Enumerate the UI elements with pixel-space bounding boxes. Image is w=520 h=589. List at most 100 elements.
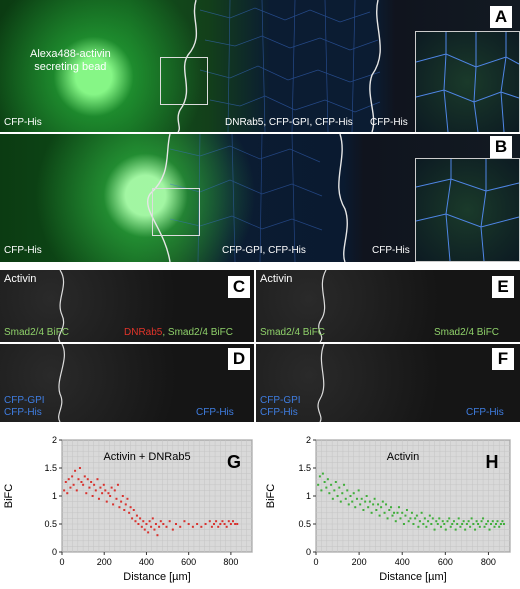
data-point <box>375 509 378 511</box>
data-point <box>427 520 430 523</box>
y-tick-label: 0 <box>52 547 57 557</box>
data-point <box>101 492 104 495</box>
data-point <box>236 523 239 525</box>
panel-f-left-label-2: CFP-His <box>260 407 298 418</box>
data-point <box>352 492 355 495</box>
data-point <box>410 511 413 514</box>
data-point <box>121 495 124 497</box>
data-point <box>394 520 397 523</box>
data-point <box>158 525 161 528</box>
panel-f-micrograph: CFP-GPI CFP-His CFP-His F <box>256 344 520 422</box>
data-point <box>461 523 464 525</box>
data-point <box>425 525 428 528</box>
panel-f-boundary <box>317 344 325 422</box>
data-point <box>129 506 132 509</box>
panel-e-letter: E <box>492 276 514 298</box>
chart-h-svg: 0 0.5 1 1.5 2 0 200 400 600 800 Activin H Distance [… <box>265 435 511 583</box>
data-point <box>328 492 331 495</box>
data-point <box>464 528 467 531</box>
data-point <box>367 506 370 509</box>
data-point <box>223 523 226 525</box>
data-point <box>80 481 83 483</box>
data-point <box>368 500 371 503</box>
data-point <box>405 509 408 511</box>
data-point <box>219 523 222 525</box>
y-axis-label: BiFC <box>3 484 15 509</box>
data-point <box>454 528 457 531</box>
data-point <box>436 523 439 525</box>
panel-b-inset-cells <box>415 159 520 262</box>
data-point <box>200 525 203 528</box>
data-point <box>229 523 232 525</box>
data-point <box>388 509 391 511</box>
panel-b-middle-label: CFP-GPI, CFP-His <box>222 245 306 256</box>
data-point <box>487 520 490 523</box>
data-point <box>428 514 431 517</box>
panel-d-letter: D <box>228 348 250 370</box>
x-tick-label: 800 <box>223 557 238 567</box>
panel-b-inset <box>415 158 520 262</box>
data-point <box>126 497 129 500</box>
x-tick-label: 200 <box>352 557 367 567</box>
data-point <box>323 481 326 483</box>
data-point <box>96 478 99 481</box>
data-point <box>415 514 418 517</box>
data-point <box>391 514 394 517</box>
y-tick-label: 2 <box>52 435 57 445</box>
data-point <box>137 523 140 525</box>
chart-title: Activin <box>387 451 419 463</box>
panel-a-middle-label: DNRab5, CFP-GPI, CFP-His <box>225 117 353 128</box>
panel-d-left-label-2: CFP-His <box>4 407 42 418</box>
x-axis-label: Distance [µm] <box>379 571 446 583</box>
data-point <box>64 481 67 483</box>
data-point <box>336 495 339 497</box>
data-point <box>128 511 131 514</box>
data-point <box>234 523 237 525</box>
data-point <box>457 517 460 520</box>
data-point <box>344 497 347 500</box>
data-point <box>435 520 438 523</box>
data-point <box>132 509 135 511</box>
data-point <box>215 520 218 523</box>
data-point <box>485 523 488 525</box>
data-point <box>107 492 110 495</box>
data-point <box>418 520 421 523</box>
panel-e-boundary <box>318 270 327 342</box>
data-point <box>472 523 475 525</box>
data-point <box>493 525 496 528</box>
data-point <box>417 525 420 528</box>
data-point <box>109 495 112 497</box>
panel-a-letter: A <box>490 6 512 28</box>
data-point <box>430 523 433 525</box>
data-point <box>402 523 405 525</box>
data-point <box>326 478 329 481</box>
data-point <box>396 511 399 514</box>
x-tick-label: 600 <box>181 557 196 567</box>
data-point <box>347 503 350 506</box>
data-point <box>420 511 423 514</box>
data-point <box>475 520 478 523</box>
data-point <box>496 520 499 523</box>
data-point <box>380 506 383 509</box>
chart-title: Activin + DNRab5 <box>103 451 190 463</box>
panel-letter: G <box>227 452 241 472</box>
data-point <box>494 523 497 525</box>
data-point <box>446 520 449 523</box>
data-point <box>187 523 190 525</box>
data-point <box>148 520 151 523</box>
panel-b-right-label: CFP-His <box>372 245 410 256</box>
data-point <box>449 525 452 528</box>
data-point <box>393 511 396 514</box>
data-point <box>69 486 72 489</box>
y-tick-label: 0.5 <box>298 519 311 529</box>
data-point <box>131 517 134 520</box>
data-point <box>83 475 86 478</box>
data-point <box>72 483 75 486</box>
data-point <box>217 525 220 528</box>
data-point <box>459 525 462 528</box>
data-point <box>346 489 349 492</box>
data-point <box>325 486 328 489</box>
data-point <box>221 520 224 523</box>
data-point <box>225 525 228 528</box>
data-point <box>480 520 483 523</box>
